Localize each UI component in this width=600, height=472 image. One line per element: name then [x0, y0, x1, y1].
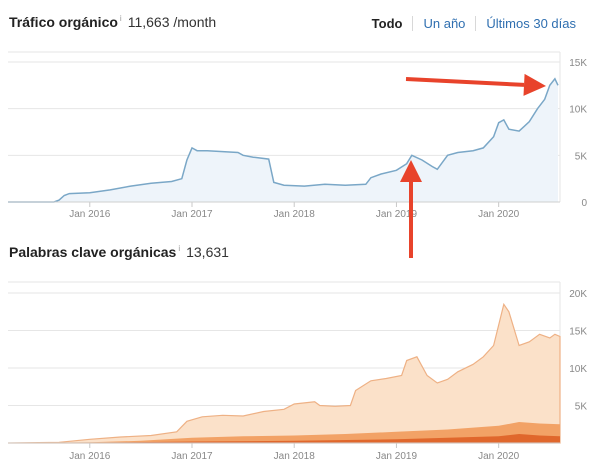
arrow-up-to-2019-head [400, 160, 422, 182]
y-tick-label: 10K [569, 105, 587, 116]
tab-ultimos-30-dias[interactable]: Últimos 30 días [475, 16, 586, 31]
tab-un-ano[interactable]: Un año [412, 16, 475, 31]
traffic-area [8, 78, 558, 202]
keywords-title: Palabras clave orgánicas [9, 244, 177, 260]
keywords-area-band-2 [8, 422, 560, 443]
keywords-area-band-1 [7, 302, 561, 444]
arrow-up-to-2019 [400, 160, 422, 258]
keywords-area-band-3 [8, 434, 560, 443]
traffic-header: Tráfico orgánico i 11,663 /month [9, 14, 216, 32]
y-tick-label: 15K [569, 58, 587, 69]
x-tick-label: Jan 2018 [274, 209, 316, 220]
x-tick-label: Jan 2019 [376, 209, 418, 220]
traffic-value: 11,663 /month [127, 14, 217, 30]
y-tick-label: 5K [575, 151, 588, 162]
x-tick-label: Jan 2020 [478, 451, 520, 462]
tab-todo[interactable]: Todo [371, 16, 403, 31]
arrow-right-to-peak-head [523, 73, 546, 96]
y-tick-label: 20K [569, 289, 587, 300]
x-tick-label: Jan 2016 [69, 451, 111, 462]
x-tick-label: Jan 2016 [69, 209, 111, 220]
x-tick-label: Jan 2017 [171, 451, 213, 462]
y-tick-label: 5K [575, 402, 588, 413]
keywords-header: Palabras clave orgánicas i 13,631 [9, 244, 229, 262]
arrow-right-to-peak [405, 73, 546, 96]
x-tick-label: Jan 2017 [171, 209, 213, 220]
traffic-line [8, 77, 559, 203]
x-tick-label: Jan 2020 [478, 209, 520, 220]
traffic-title: Tráfico orgánico [9, 14, 118, 30]
y-tick-label: 15K [569, 327, 587, 338]
info-icon[interactable]: i [119, 14, 122, 23]
x-tick-label: Jan 2019 [376, 451, 418, 462]
y-tick-label: 0 [581, 198, 587, 209]
arrow-right-to-peak-shaft [405, 77, 525, 87]
keywords-value: 13,631 [186, 244, 229, 260]
x-tick-label: Jan 2018 [274, 451, 316, 462]
date-range-tabs: Todo Un año Últimos 30 días [362, 16, 586, 31]
info-icon[interactable]: i [178, 244, 181, 253]
y-tick-label: 10K [569, 364, 587, 375]
